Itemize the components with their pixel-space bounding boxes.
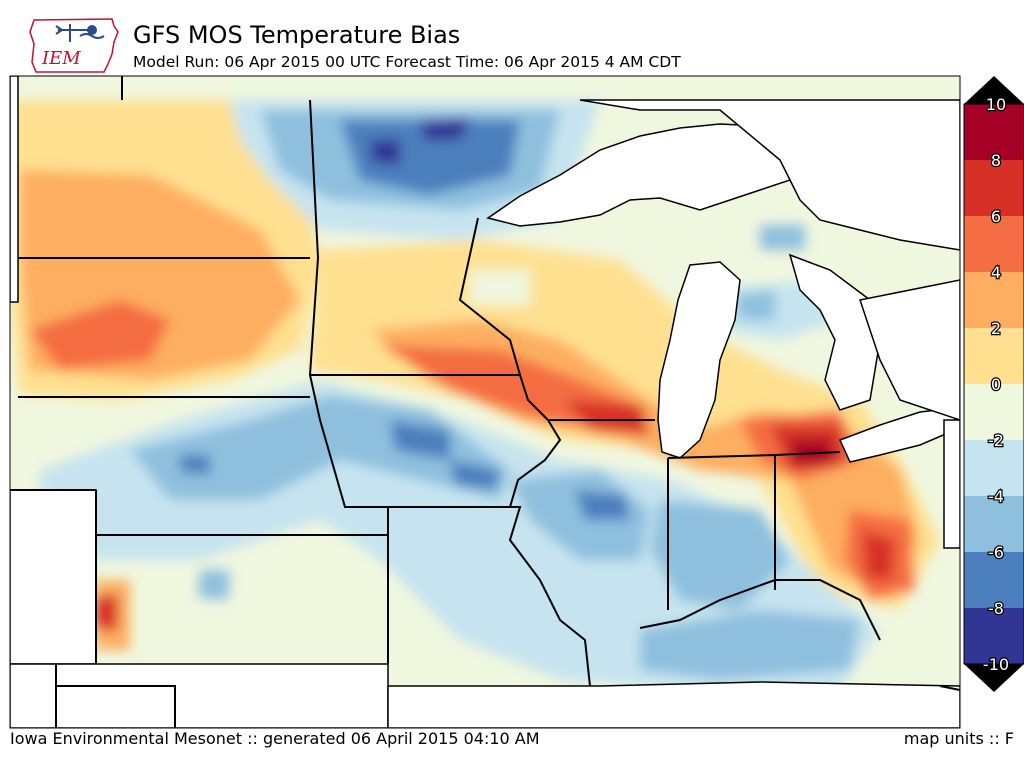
colorbar-swatch [964, 552, 1024, 609]
weather-vane-icon [55, 24, 105, 42]
state-borders [10, 76, 960, 728]
canada-ontario [579, 99, 960, 251]
colorbar-swatch [964, 272, 1024, 329]
northwest-nodata-strip [10, 76, 19, 303]
colorbar-swatch [964, 328, 1024, 385]
lake-huron [788, 253, 881, 411]
colorbar-frame [963, 103, 1024, 665]
water-areas [10, 76, 960, 728]
south-nodata-area [387, 681, 960, 728]
colorbar-tick-label: 4 [991, 263, 1001, 282]
colorbar-tick-label: 2 [991, 319, 1001, 338]
colorbar-extend-bottom [964, 664, 1024, 692]
colorbar-tick-label: -8 [988, 599, 1004, 618]
colorbar-tick-label: -2 [988, 431, 1004, 450]
colorbar-tick-label: 8 [991, 151, 1001, 170]
colorbar-swatch [964, 496, 1024, 553]
colorbar-extend-top [964, 76, 1024, 104]
map-frame [9, 75, 961, 729]
west-nodata-box [10, 489, 97, 665]
colorbar-swatch [964, 384, 1024, 441]
colorbar-swatch [964, 160, 1024, 217]
colorbar-tick-label: -10 [983, 655, 1009, 674]
colorbar-tick-label: -4 [988, 487, 1004, 506]
map-subtitle: Model Run: 06 Apr 2015 00 UTC Forecast T… [133, 53, 681, 71]
colorbar-swatch [964, 104, 1024, 161]
logo-text: IEM [41, 48, 81, 69]
colorbar-swatch [964, 216, 1024, 273]
colorbar-tick-label: 6 [991, 207, 1001, 226]
colorbar-tick-label: 10 [986, 95, 1006, 114]
east-nodata-box [943, 419, 960, 549]
colorbar-swatch [964, 440, 1024, 497]
footer-units: map units :: F [903, 729, 1014, 748]
canada-area-lakes [859, 279, 960, 421]
footer-source: Iowa Environmental Mesonet :: generated … [10, 729, 540, 748]
colorbar: 10 8 6 4 2 0 -2 -4 -6 -8 -10 [963, 76, 1024, 692]
iem-logo: IEM [29, 18, 119, 73]
colorbar-swatch [964, 608, 1024, 665]
lake-michigan [657, 261, 741, 459]
southwest-nodata-box [10, 663, 389, 728]
colorbar-tick-label: 0 [991, 375, 1001, 394]
map-title: GFS MOS Temperature Bias [133, 21, 461, 49]
colorbar-tick-label: -6 [988, 543, 1004, 562]
